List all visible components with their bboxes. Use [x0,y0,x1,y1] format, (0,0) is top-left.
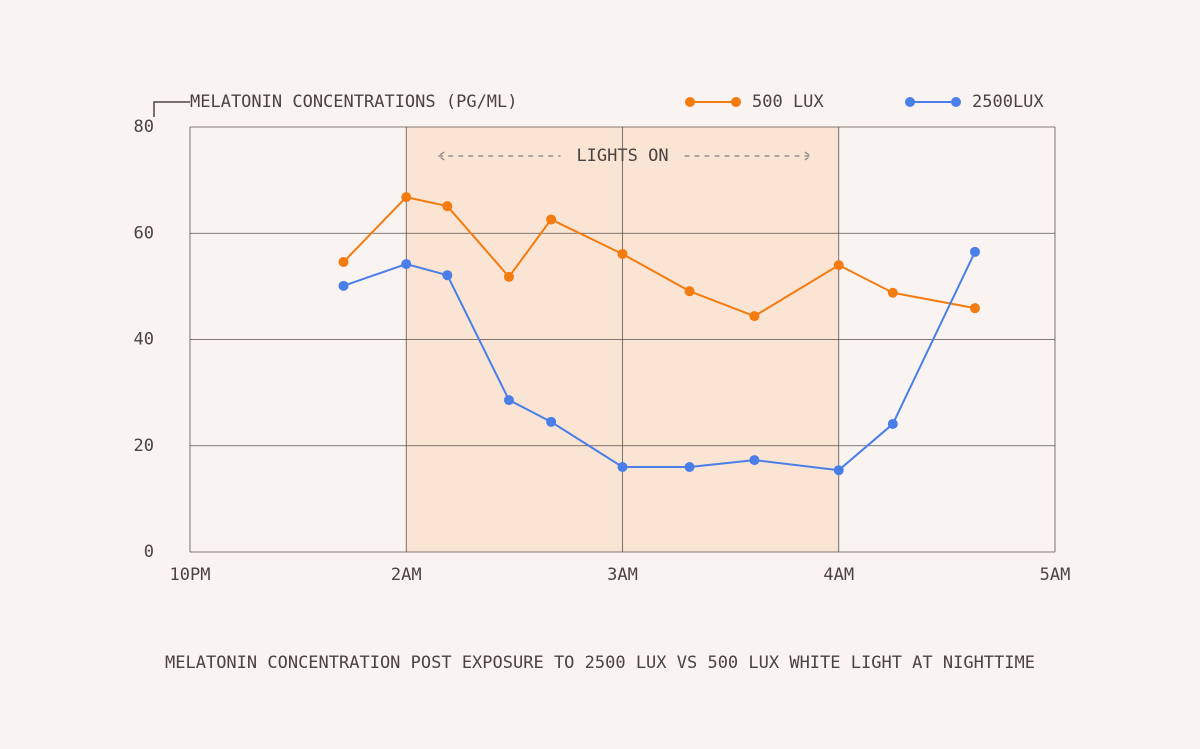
point [749,455,760,466]
point [887,287,898,298]
y-label-bracket [153,101,190,117]
caption: MELATONIN CONCENTRATION POST EXPOSURE TO… [165,653,1035,673]
x-tick-label: 2AM [391,565,422,585]
point [338,280,349,291]
point [887,418,898,429]
point [401,192,412,203]
y-axis-label: MELATONIN CONCENTRATIONS (PG/ML) [190,92,518,112]
plot-group: 0 20 40 60 80 10PM 2AM 3AM 4AM 5AM 500 LUX 2500LUX [134,92,1071,585]
x-tick-label: 5AM [1040,565,1071,585]
legend-dot [905,97,915,107]
legend-label: 500 LUX [752,92,824,112]
point [617,462,628,472]
y-tick-label: 80 [134,117,154,137]
x-tick-label: 3AM [607,565,638,585]
point [969,303,980,314]
legend-dot [951,97,961,107]
point [617,248,628,259]
point [503,395,514,406]
legend-dot [731,97,741,107]
legend-dot [685,97,695,107]
point [684,462,695,472]
lights-on-arrow [437,151,812,161]
point [833,260,844,271]
point [684,286,695,297]
point [442,201,453,212]
legend-label: 2500LUX [972,92,1044,112]
point [338,256,349,267]
y-tick-label: 20 [134,436,154,456]
point [833,465,844,476]
point [969,246,980,257]
point [546,214,557,225]
point [503,271,514,282]
y-tick-label: 0 [144,542,154,562]
point [442,270,453,281]
point [401,259,412,270]
y-tick-label: 60 [134,223,154,243]
point [546,416,557,427]
point [749,311,760,322]
y-tick-label: 40 [134,330,154,350]
x-tick-label: 4AM [823,565,854,585]
x-tick-label: 10PM [170,565,211,585]
